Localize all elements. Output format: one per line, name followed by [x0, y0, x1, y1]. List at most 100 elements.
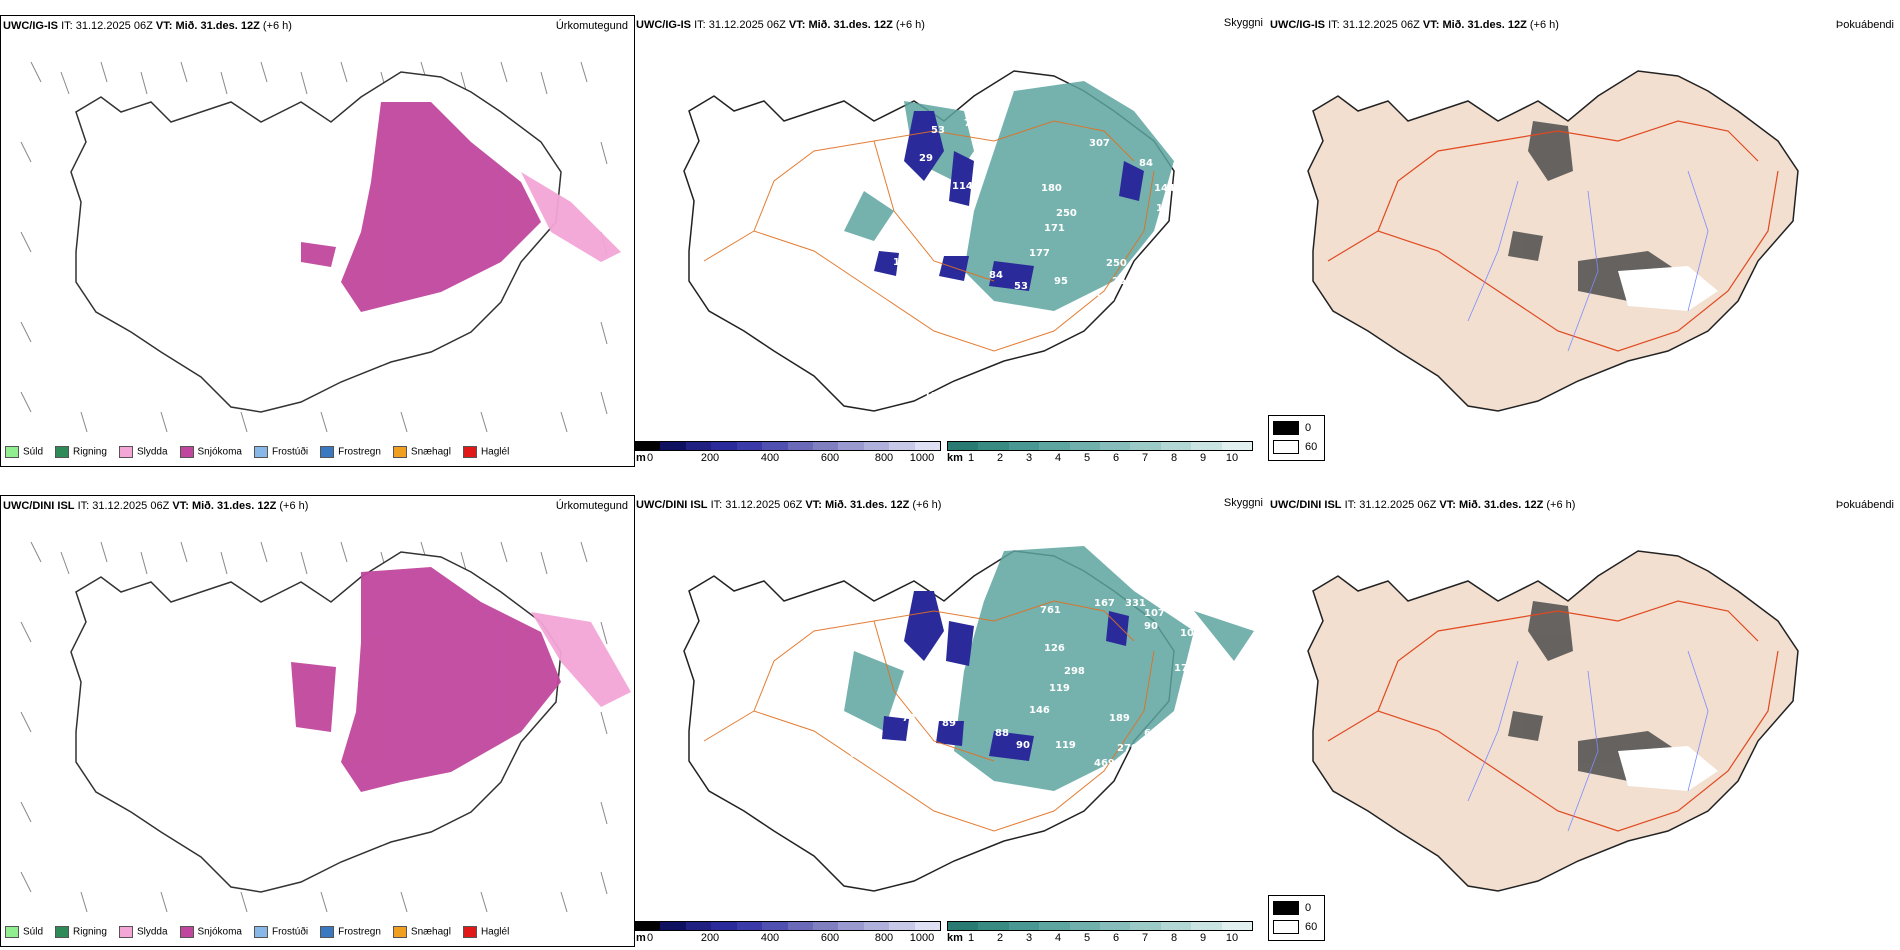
iceland-outline [1307, 70, 1799, 412]
legend-item: Snjókoma [179, 446, 242, 458]
cloud-label: 107 [1144, 608, 1165, 619]
road-network [703, 120, 1155, 352]
cloud-label: 58 [877, 279, 891, 290]
cloud-label: 119 [1049, 683, 1070, 694]
legend-item: Súld [5, 926, 43, 938]
cloud-label: 146 [1029, 705, 1050, 716]
legend-item: Frostregn [320, 926, 381, 938]
visibility-scale: km 1 2 3 4 5 6 7 8 9 10 [947, 441, 1253, 467]
legend-item: Súld [5, 446, 43, 458]
fog-panel-top: UWC/IG-IS IT: 31.12.2025 06Z VT: Mið. 31… [1268, 15, 1900, 467]
legend-item: Slydda [118, 926, 168, 938]
cloud-label: 126 [1044, 643, 1065, 654]
snow-areas [291, 567, 631, 792]
cloud-label: 331 [1125, 598, 1146, 609]
legend-item: Snjókoma [179, 926, 242, 938]
fog-map [1307, 70, 1799, 412]
cloud-label: 84 [1139, 158, 1153, 169]
road-network [1327, 120, 1779, 352]
cloud-label: 0 [850, 749, 857, 760]
precip-legend: Súld Rigning Slydda Snjókoma Frostúði Fr… [5, 926, 509, 938]
low-visibility-areas [844, 546, 1254, 791]
cloud-label: 144 [1154, 183, 1175, 194]
cloudbase-colorbar [634, 441, 941, 451]
cloud-label: 12 [928, 748, 942, 759]
legend-item: Slydda [118, 446, 168, 458]
cloud-label: 177 [1029, 248, 1050, 259]
panel-type-label: Skyggni [1223, 497, 1263, 509]
panel-header: UWC/DINI ISL IT: 31.12.2025 06Z VT: Mið.… [3, 500, 309, 512]
cloud-label: 250 [1056, 208, 1077, 219]
precip-legend: Súld Rigning Slydda Snjókoma Frostúði Fr… [5, 446, 509, 458]
precip-map [20, 541, 631, 913]
cloud-label: 114 [952, 181, 973, 192]
cloud-label: 12 [924, 391, 938, 402]
cloud-label: 29 [919, 153, 933, 164]
cloud-label: 250 [1106, 258, 1127, 269]
panel-type-label: Þokuábendi [1835, 499, 1894, 511]
cloud-label: 167 [1094, 598, 1115, 609]
panel-header: UWC/DINI ISL IT: 31.12.2025 06Z VT: Mið.… [636, 499, 942, 511]
fog-index-light [1618, 266, 1718, 311]
cloud-label: 180 [1041, 183, 1062, 194]
cloud-label: 270 [1117, 743, 1138, 754]
panel-header: UWC/IG-IS IT: 31.12.2025 06Z VT: Mið. 31… [1270, 19, 1559, 31]
visibility-panel-bottom: UWC/DINI ISL IT: 31.12.2025 06Z VT: Mið.… [634, 495, 1269, 947]
cloud-label: 53 [1014, 281, 1028, 292]
cloud-label: 905 [1146, 268, 1167, 279]
legend-item: Haglél [462, 446, 509, 458]
iceland-outline [1307, 550, 1799, 892]
fog-legend-bottom: 0 60 [1268, 895, 1325, 941]
cloudbase-colorbar [634, 921, 941, 931]
cloud-label: 90 [1016, 740, 1030, 751]
cloud-label: 109 [893, 257, 914, 268]
legend-item: Frostregn [320, 446, 381, 458]
cloud-label: 16 [1156, 203, 1170, 214]
legend-item: Rigning [55, 926, 107, 938]
visibility-colorbar [947, 921, 1253, 931]
legend-item: Haglél [462, 926, 509, 938]
cloudbase-scale: m 0 200 400 600 800 1000 [634, 441, 941, 467]
visibility-colorbar [947, 441, 1253, 451]
precip-panel-bottom: UWC/DINI ISL IT: 31.12.2025 06Z VT: Mið.… [0, 495, 635, 947]
legend-item: Snæhagl [392, 926, 451, 938]
cloud-label: 95 [1054, 276, 1068, 287]
legend-item: Snæhagl [392, 446, 451, 458]
cloud-label: 89 [942, 718, 956, 729]
panel-type-label: Úrkomutegund [555, 20, 628, 32]
cloud-label: 288 [1094, 293, 1115, 304]
cloud-label: 298 [1064, 666, 1085, 677]
fog-map [1307, 550, 1799, 892]
panel-type-label: Úrkomutegund [555, 500, 628, 512]
cloud-label: 88 [995, 728, 1009, 739]
cloudbase-scale: m 0 200 400 600 800 1000 [634, 921, 941, 947]
cloud-label: 70 [878, 741, 892, 752]
fog-index-light [1618, 746, 1718, 791]
legend-item: Rigning [55, 446, 107, 458]
visibility-scale: km 1 2 3 4 5 6 7 8 9 10 [947, 921, 1253, 947]
panel-header: UWC/IG-IS IT: 31.12.2025 06Z VT: Mið. 31… [3, 20, 292, 32]
panel-type-label: Skyggni [1223, 17, 1263, 29]
panel-header: UWC/IG-IS IT: 31.12.2025 06Z VT: Mið. 31… [636, 19, 925, 31]
cloud-label: 53 [931, 125, 945, 136]
legend-item: Frostúði [253, 926, 308, 938]
cloud-label: 307 [1089, 138, 1110, 149]
road-network [703, 600, 1155, 832]
cloud-label: 178 [1174, 663, 1195, 674]
cloud-label: 71 [912, 263, 926, 274]
visibility-panel-top: UWC/IG-IS IT: 31.12.2025 06Z VT: Mið. 31… [634, 15, 1269, 467]
cloud-label: 620 [1144, 728, 1165, 739]
visibility-map: 761 167 331 107 90 105 126 298 178 119 1… [683, 546, 1254, 892]
fog-legend-top: 0 60 [1268, 415, 1325, 461]
cloud-label: 119 [1055, 740, 1076, 751]
cloud-label: 469 [1094, 758, 1115, 769]
cloud-label: 84 [989, 270, 1003, 281]
road-network [1327, 600, 1779, 832]
rivers [1467, 170, 1709, 352]
visibility-map: 772 53 307 84 29 114 144 180 250 16 208 … [683, 70, 1175, 412]
precip-map [20, 61, 621, 433]
low-cloud-areas [882, 591, 1129, 761]
cloud-label: 772 [964, 118, 985, 129]
rivers [1467, 650, 1709, 832]
cloud-label: 3 [852, 288, 859, 299]
